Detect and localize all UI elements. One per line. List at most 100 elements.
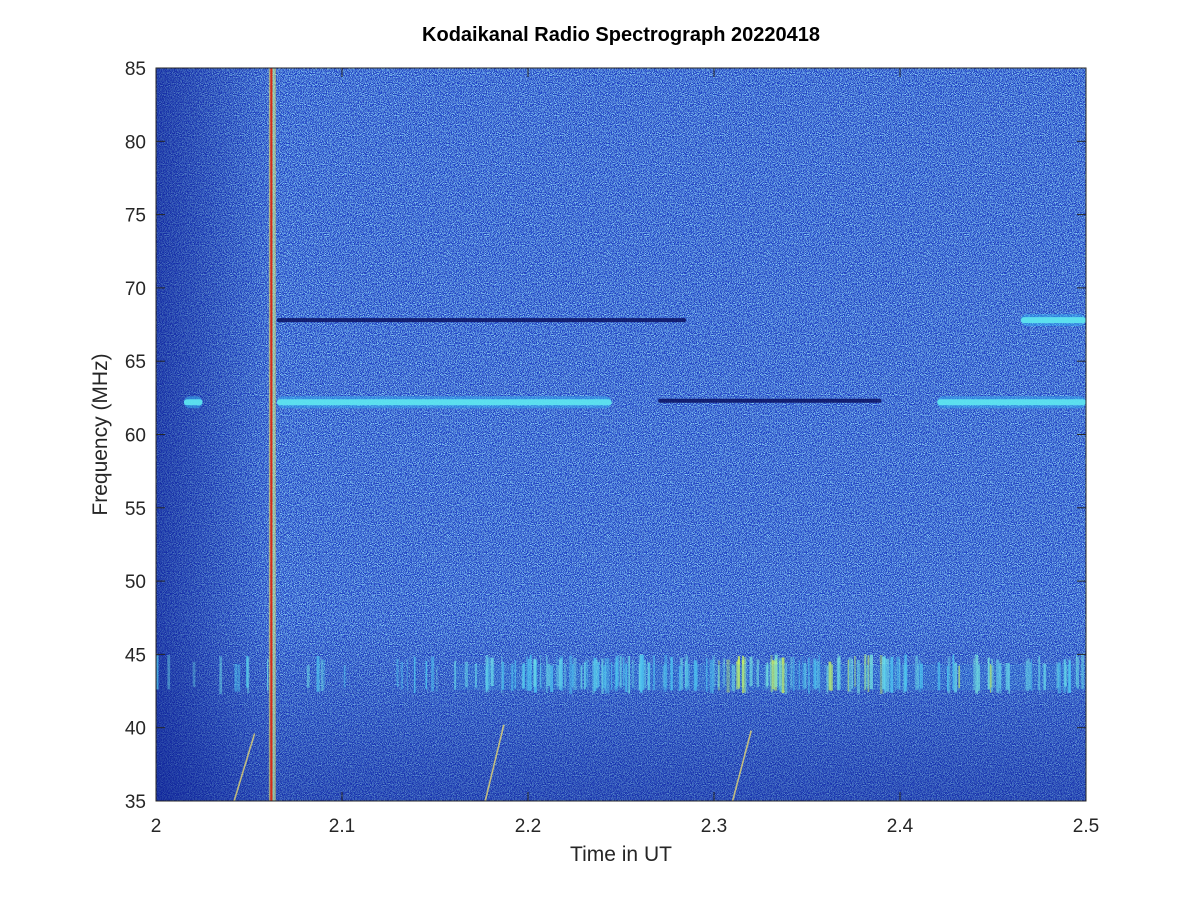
rfi-vertical-line-edge (273, 68, 275, 801)
diagonal-streak (233, 733, 256, 801)
burst-striation (864, 654, 867, 691)
burst-striation (882, 656, 886, 690)
burst-striation (847, 659, 849, 692)
burst-striation (267, 659, 269, 691)
burst-striation (1067, 664, 1071, 693)
burst-striation (817, 661, 820, 688)
burst-striation (902, 664, 906, 693)
burst-striation (712, 655, 716, 687)
bright-band-62mhz-c (937, 399, 1086, 406)
burst-striation (406, 659, 408, 691)
burst-striation (817, 660, 818, 689)
bright-band-67mhz (1020, 317, 1086, 324)
burst-striation (400, 661, 404, 690)
burst-striation (733, 665, 735, 692)
burst-striation (826, 665, 829, 693)
burst-striation (192, 662, 196, 687)
y-tick-label: 65 (125, 352, 146, 373)
burst-striation (606, 657, 610, 694)
burst-striation (1064, 664, 1067, 687)
burst-striation (954, 662, 957, 693)
burst-striation (597, 662, 600, 688)
x-tick-label: 2.2 (515, 816, 541, 837)
burst-striation (937, 662, 941, 691)
burst-striation (602, 666, 606, 689)
burst-striation (685, 660, 688, 692)
burst-striation (585, 659, 589, 688)
burst-striation (866, 665, 869, 688)
burst-striation (396, 658, 399, 687)
burst-striation (604, 662, 607, 690)
burst-striation (756, 659, 759, 687)
y-axis-ticks: 35 40 45 50 55 60 65 70 75 80 85 (125, 59, 1086, 813)
burst-striation (790, 657, 793, 689)
burst-striation (490, 657, 494, 687)
x-tick-label: 2 (151, 816, 162, 837)
burst-striation (156, 655, 159, 690)
burst-striation (718, 660, 720, 691)
burst-striation (664, 654, 668, 689)
burst-striation (744, 659, 747, 694)
burst-striation (774, 654, 778, 687)
burst-striation (616, 655, 619, 687)
burst-striation (775, 658, 778, 688)
burst-striation (584, 662, 586, 690)
burst-striation (595, 660, 598, 689)
burst-striation (1043, 663, 1046, 691)
burst-striation (1038, 656, 1040, 691)
burst-striation (770, 655, 773, 692)
spectral-features (183, 68, 1086, 801)
burst-striation (848, 657, 852, 693)
burst-striation (246, 655, 249, 688)
burst-striation (779, 658, 783, 693)
burst-striation (485, 665, 487, 692)
burst-striation (987, 657, 990, 690)
y-tick-label: 60 (125, 426, 146, 447)
burst-striation (167, 655, 171, 690)
burst-striation (869, 654, 873, 690)
burst-striation (915, 655, 919, 690)
burst-striation (899, 658, 901, 691)
burst-striation (952, 654, 955, 691)
burst-striation (647, 662, 650, 691)
burst-striation (670, 656, 673, 691)
burst-striation (514, 660, 516, 689)
burst-striation (889, 660, 891, 693)
burst-striation (709, 660, 713, 693)
burst-striation (323, 660, 325, 689)
plot-area (156, 68, 1086, 801)
burst-striation (749, 656, 753, 687)
burst-striation (947, 657, 951, 694)
burst-striation (540, 655, 542, 688)
burst-striation (593, 657, 597, 692)
burst-striation (1005, 663, 1009, 690)
x-tick-label: 2.4 (887, 816, 914, 837)
burst-striation (977, 663, 981, 692)
burst-striation (653, 655, 655, 691)
burst-striation (998, 662, 1001, 689)
burst-striation (663, 664, 667, 692)
burst-striation (771, 660, 775, 690)
x-axis-ticks: 2 2.1 2.2 2.3 2.4 2.5 (151, 68, 1099, 837)
burst-striation (539, 665, 542, 689)
burst-striation (785, 663, 787, 694)
burst-striation (778, 658, 781, 690)
burst-striation (649, 662, 651, 688)
dark-line-62mhz (658, 398, 882, 403)
burst-striation (611, 662, 613, 690)
burst-striation (857, 660, 860, 694)
burst-striation (343, 665, 346, 688)
burst-striation (1077, 656, 1079, 689)
burst-striation (830, 664, 833, 691)
burst-striation (625, 663, 628, 693)
burst-striation (723, 657, 725, 687)
burst-striation (521, 665, 524, 689)
burst-striation (731, 664, 734, 691)
burst-striation (526, 656, 528, 691)
burst-striation (896, 656, 900, 689)
burst-striation (905, 664, 908, 687)
y-tick-label: 85 (125, 59, 146, 80)
burst-striation (237, 664, 241, 692)
burst-striation (680, 657, 683, 690)
